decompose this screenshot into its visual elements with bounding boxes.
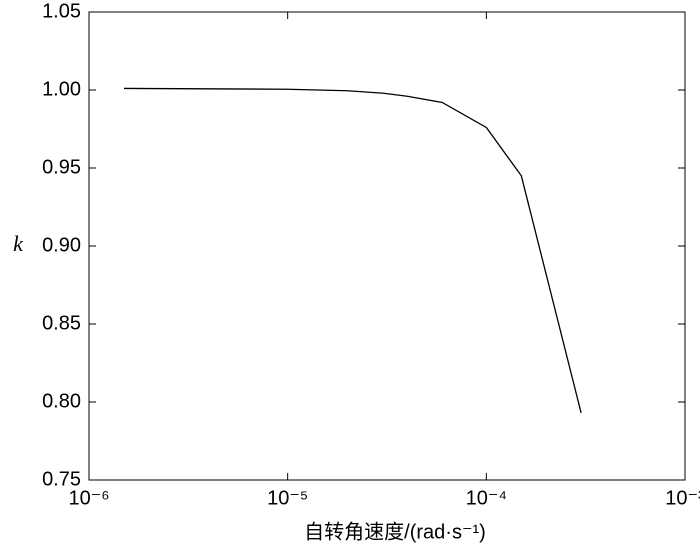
y-tick-label: 0.95 (42, 156, 81, 178)
y-tick-label: 0.80 (42, 390, 81, 412)
y-tick-label: 0.75 (42, 468, 81, 490)
y-axis-label: k (13, 231, 24, 256)
y-tick-label: 1.05 (42, 0, 81, 22)
plot-frame (88, 11, 686, 481)
x-tick-label: 10⁻⁶ (68, 487, 109, 509)
x-tick-label: 10⁻⁵ (267, 487, 308, 509)
x-tick-label: 10⁻³ (665, 487, 700, 509)
line (123, 87, 582, 414)
x-tick-label: 10⁻⁴ (466, 487, 507, 509)
y-tick-label: 1.00 (42, 78, 81, 100)
x-axis-label: 自转角速度/(rad·s⁻¹) (304, 520, 486, 543)
y-tick-label: 0.85 (42, 312, 81, 334)
y-tick-label: 0.90 (42, 234, 81, 256)
